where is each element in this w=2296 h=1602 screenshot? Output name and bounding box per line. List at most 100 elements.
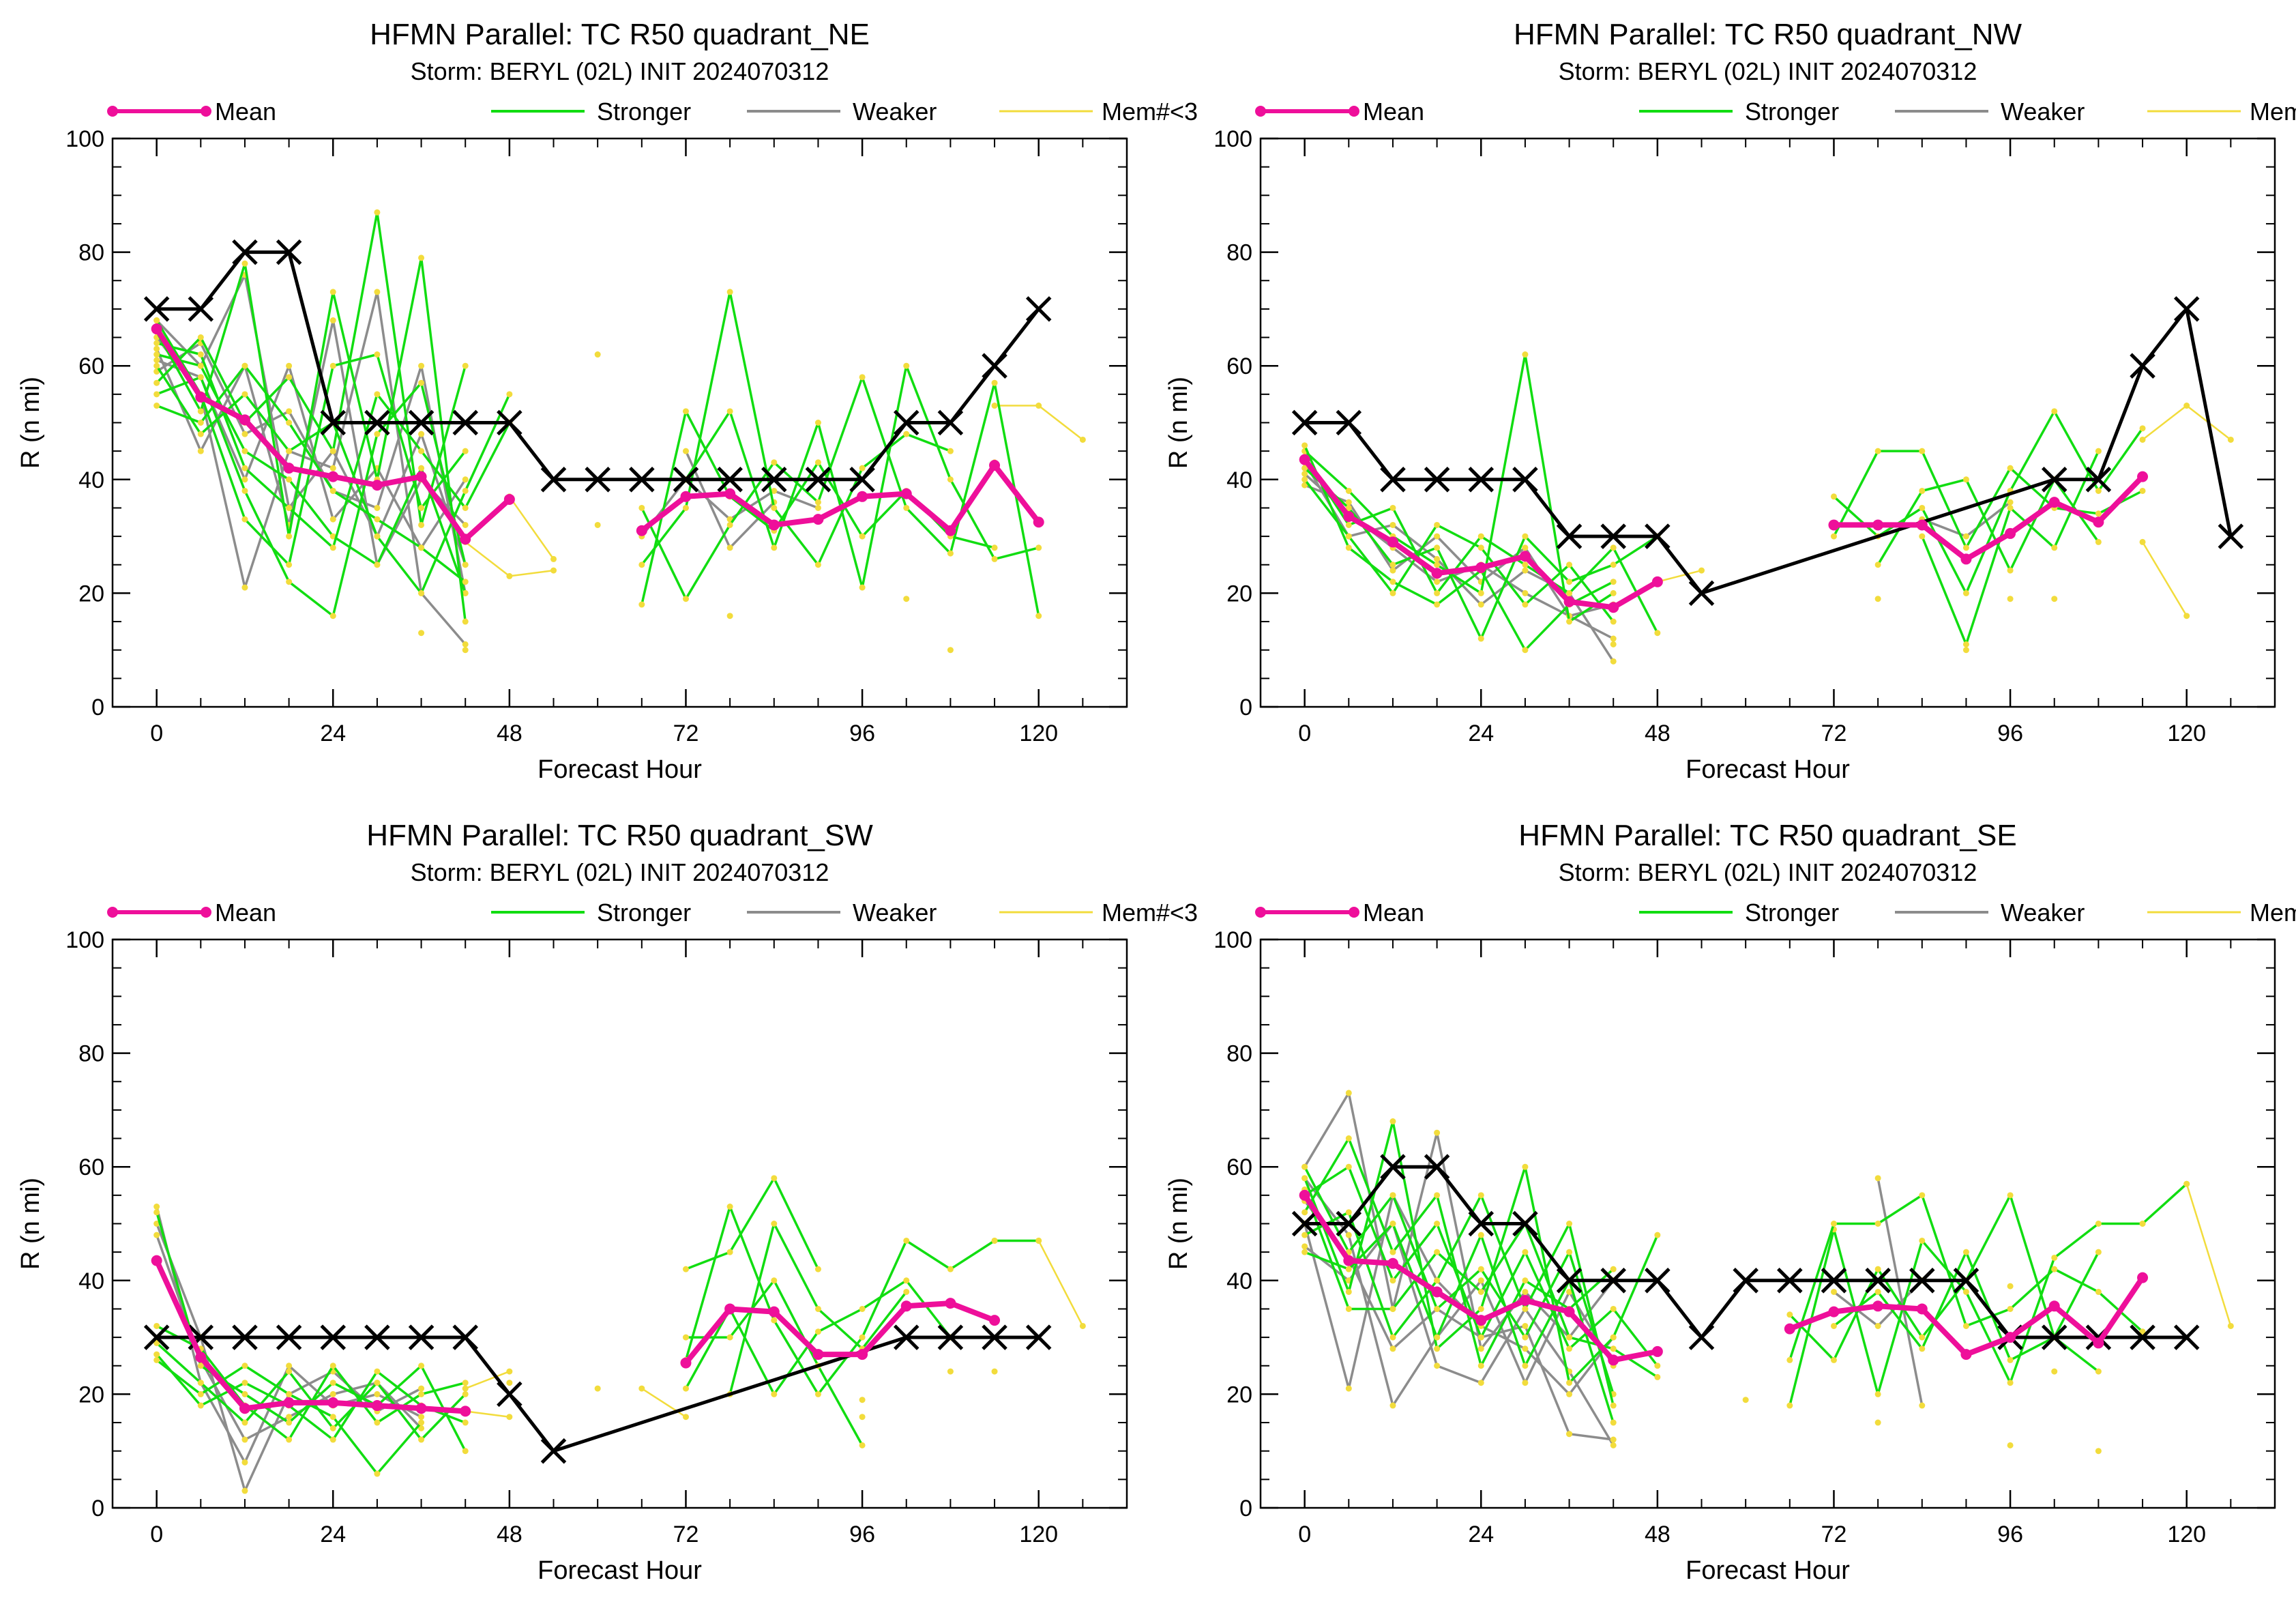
official-forecast-marker [717,467,743,493]
stronger-point [814,1266,821,1272]
official-marker-stroke [1468,1210,1495,1237]
stronger-line [1832,450,2143,549]
official-forecast-marker [849,467,875,493]
few-members-point [1035,403,1042,409]
stronger-point [1477,1363,1484,1369]
stronger-point [638,504,645,511]
official-marker-stroke [452,409,478,436]
stronger-point [1301,1232,1308,1238]
official-forecast-marker [1733,1268,1758,1294]
stronger-point [153,1322,160,1329]
stronger-point [2095,1221,2102,1227]
y-tick-label: 0 [1239,695,1252,720]
stronger-point [286,448,293,454]
y-tick-label: 80 [1226,240,1252,266]
official-marker-stroke [1909,1268,1935,1294]
official-marker-stroke [1645,1268,1671,1294]
stronger-point [374,431,381,437]
stronger-point [1830,493,1837,500]
official-forecast-marker [188,296,214,322]
stronger-point [1035,613,1042,620]
mean-point [768,1306,780,1317]
mean-point [1033,516,1044,528]
stronger-point [1610,1345,1617,1352]
x-tick-label: 72 [673,1521,699,1547]
stronger-point [1345,1135,1352,1142]
official-marker-stroke [364,1324,390,1350]
weaker-point [1477,601,1484,608]
official-forecast-marker [1909,1268,1935,1294]
stronger-point [2139,1221,2146,1227]
x-tick-label: 48 [497,720,523,746]
stronger-point [1434,1305,1441,1312]
stronger-point [1434,1345,1441,1352]
official-forecast-marker [452,1324,478,1350]
stronger-point [2051,1266,2058,1272]
official-marker-stroke [673,467,699,493]
stronger-point [1610,562,1617,568]
official-marker-stroke [232,239,258,265]
weaker-point [418,431,425,437]
stronger-point [1962,589,1969,596]
stronger-point [418,379,425,386]
official-forecast-marker [320,409,347,436]
official-marker-stroke [1336,1210,1362,1237]
legend-label-weaker: Weaker [2001,899,2085,927]
stronger-point [374,1380,381,1386]
stronger-point [462,579,469,585]
official-forecast-marker [497,409,523,436]
stronger-point [1874,448,1881,454]
x-tick-label: 72 [673,720,699,746]
weaker-point [374,289,381,295]
stronger-point [286,1436,293,1443]
stronger-point [1874,1390,1881,1397]
few-members-point [2183,403,2190,409]
official-marker-stroke [1865,1268,1891,1294]
mean-point [989,459,1001,471]
official-marker-stroke [1556,1268,1583,1294]
stronger-point [197,1363,204,1369]
chart-subtitle: Storm: BERYL (02L) INIT 2024070312 [411,858,829,886]
mean-point [195,1352,207,1363]
stronger-point [286,562,293,568]
stronger-point [1962,1322,1969,1329]
y-tick-label: 0 [1239,1496,1252,1521]
stronger-point [1345,487,1352,494]
stronger-point [2007,1356,2014,1363]
weaker-point [1345,1090,1352,1096]
stronger-point [947,550,954,557]
mean-point [1651,1345,1663,1357]
chart-subtitle: Storm: BERYL (02L) INIT 2024070312 [1559,858,1977,886]
mean-point [812,514,824,525]
stronger-point [241,260,248,267]
stronger-point [1566,579,1573,585]
mean-point [283,463,295,474]
mean-line [640,463,1041,534]
few-members-line [1657,569,1702,583]
official-marker-stroke [1512,467,1538,493]
y-tick-label: 60 [78,1154,104,1180]
weaker-point [153,357,160,364]
stronger-point [2183,1180,2190,1187]
few-members-point [1874,596,1881,602]
stronger-point [329,613,336,620]
official-marker-stroke [893,409,919,436]
stronger-point [947,1266,954,1272]
official-forecast-marker [276,239,302,265]
stronger-point [286,504,293,511]
stronger-point [462,362,469,369]
stronger-point [1477,1232,1484,1238]
mean-point [680,491,692,502]
official-forecast-marker [1645,523,1671,549]
x-tick-label: 120 [1019,720,1058,746]
y-tick-label: 80 [1226,1041,1252,1067]
stronger-point [1654,630,1661,637]
few-members-point [1742,1397,1749,1403]
stronger-point [1522,562,1529,568]
few-members-point [991,403,998,409]
official-forecast-marker [1424,1154,1450,1180]
mean-point [371,480,383,491]
stronger-point [197,1390,204,1397]
stronger-point [1786,1356,1793,1363]
